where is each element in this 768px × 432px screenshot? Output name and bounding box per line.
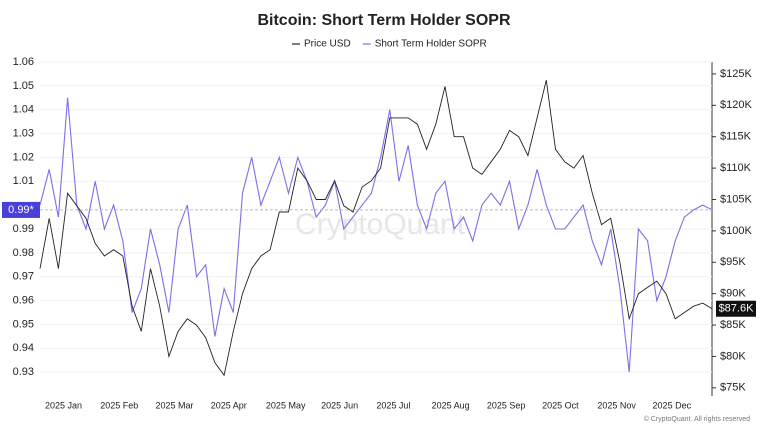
y2-tick-label: $125K	[720, 68, 752, 80]
y-tick-label: 0.93	[13, 366, 34, 378]
y-tick-label: 1.06	[13, 56, 34, 68]
x-tick-label: 2025 Apr	[211, 400, 247, 410]
y-tick-label: 0.95	[13, 318, 34, 330]
y-tick-label: 1.02	[13, 151, 34, 163]
x-tick-label: 2025 Nov	[597, 400, 636, 410]
y2-tick-label: $95K	[720, 256, 746, 268]
y2-tick-label: $90K	[720, 288, 746, 300]
y-tick-label: 1.04	[13, 104, 34, 116]
x-tick-label: 2025 Jul	[376, 400, 410, 410]
x-tick-label: 2025 Oct	[542, 400, 579, 410]
y-tick-label: 0.97	[13, 271, 34, 283]
current-value-label: $87.6K	[719, 303, 755, 315]
series-line	[39, 97, 713, 373]
x-tick-label: 2025 Feb	[100, 400, 138, 410]
chart-title: Bitcoin: Short Term Holder SOPR	[257, 12, 511, 29]
y-tick-label: 0.96	[13, 294, 34, 306]
y2-tick-label: $105K	[720, 193, 752, 205]
y2-tick-label: $100K	[720, 225, 752, 237]
y2-tick-label: $80K	[720, 350, 746, 362]
y-tick-label: 1.03	[13, 127, 34, 139]
series-line	[39, 80, 713, 377]
y2-tick-label: $75K	[720, 382, 746, 394]
y2-tick-label: $110K	[720, 162, 752, 174]
y-tick-label: 0.99	[13, 223, 34, 235]
x-tick-label: 2025 Aug	[432, 400, 470, 410]
y2-tick-label: $115K	[720, 131, 752, 143]
x-tick-label: 2025 May	[266, 400, 306, 410]
y2-tick-label: $85K	[720, 319, 746, 331]
x-tick-label: 2025 Sep	[487, 400, 526, 410]
y-tick-label: 0.94	[13, 342, 34, 354]
x-tick-label: 2025 Jan	[45, 400, 82, 410]
legend-label: Short Term Holder SOPR	[375, 39, 487, 50]
current-value-box	[716, 300, 756, 317]
current-value-box	[2, 201, 40, 218]
y2-tick-label: $120K	[720, 99, 752, 111]
x-tick-label: 2025 Dec	[653, 400, 692, 410]
watermark: CryptoQuant	[295, 208, 466, 241]
y-tick-label: 1.05	[13, 80, 34, 92]
legend-label: Price USD	[304, 39, 351, 50]
x-tick-label: 2025 Mar	[155, 400, 193, 410]
x-tick-label: 2025 Jun	[321, 400, 358, 410]
y-tick-label: 1.01	[13, 175, 34, 187]
current-value-label: 0.99*	[8, 204, 34, 216]
y-tick-label: 0.98	[13, 247, 34, 259]
copyright: © CryptoQuant. All rights reserved	[644, 415, 750, 423]
